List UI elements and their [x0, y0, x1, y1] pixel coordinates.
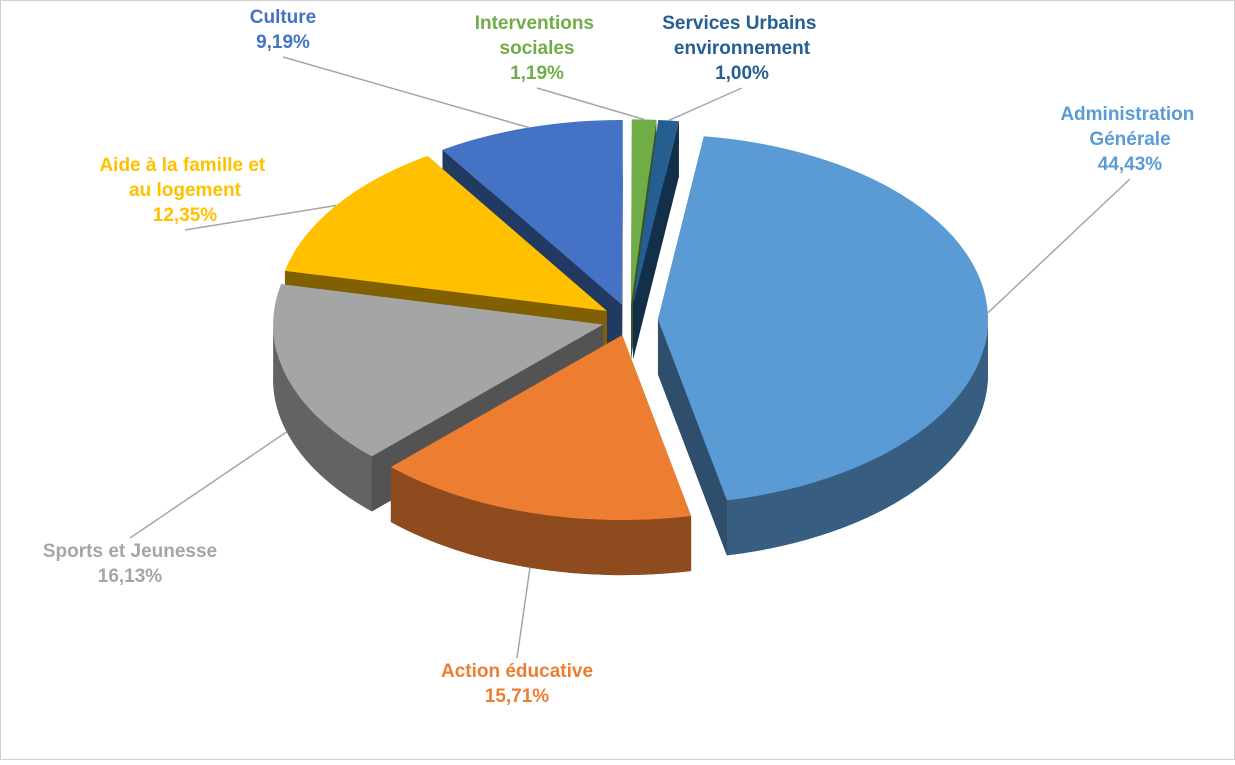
category-label: Services Urbains environnement [662, 13, 821, 59]
category-label: Administration Générale [1060, 104, 1199, 150]
category-label: Action éducative [441, 661, 593, 682]
slice-top [631, 119, 657, 305]
slice-top [390, 335, 692, 521]
slice-top [633, 119, 679, 305]
leader-line [282, 56, 529, 129]
slice [633, 119, 679, 360]
category-label: Sports et Jeunesse [43, 541, 217, 562]
slice-top [284, 155, 608, 312]
slice-top [442, 119, 623, 305]
slice-top [273, 284, 604, 457]
value-label: 1,19% [510, 63, 564, 84]
value-label: 1,00% [715, 63, 769, 84]
slice [390, 335, 692, 576]
value-label: 12,35% [153, 205, 218, 226]
slice-side [390, 467, 692, 576]
slice-side [726, 319, 988, 556]
leader-line [987, 178, 1131, 314]
category-label: Aide à la famille et au logement [99, 155, 270, 201]
value-label: 15,71% [485, 686, 550, 707]
category-label: Culture [250, 7, 317, 28]
leader-line [516, 567, 531, 659]
slice-wall [657, 319, 727, 556]
slice [657, 136, 988, 556]
leader-line [668, 87, 743, 122]
category-label: Interventions sociales [475, 13, 600, 59]
slice-wall [633, 121, 679, 360]
slice-wall [622, 119, 623, 360]
leader-line [536, 87, 645, 121]
leader-line [129, 431, 288, 539]
value-label: 9,19% [256, 32, 310, 53]
value-label: 44,43% [1098, 154, 1163, 175]
value-label: 16,13% [98, 566, 163, 587]
leader-line [184, 204, 337, 231]
slice-top [657, 136, 988, 501]
slice-side [273, 324, 372, 512]
